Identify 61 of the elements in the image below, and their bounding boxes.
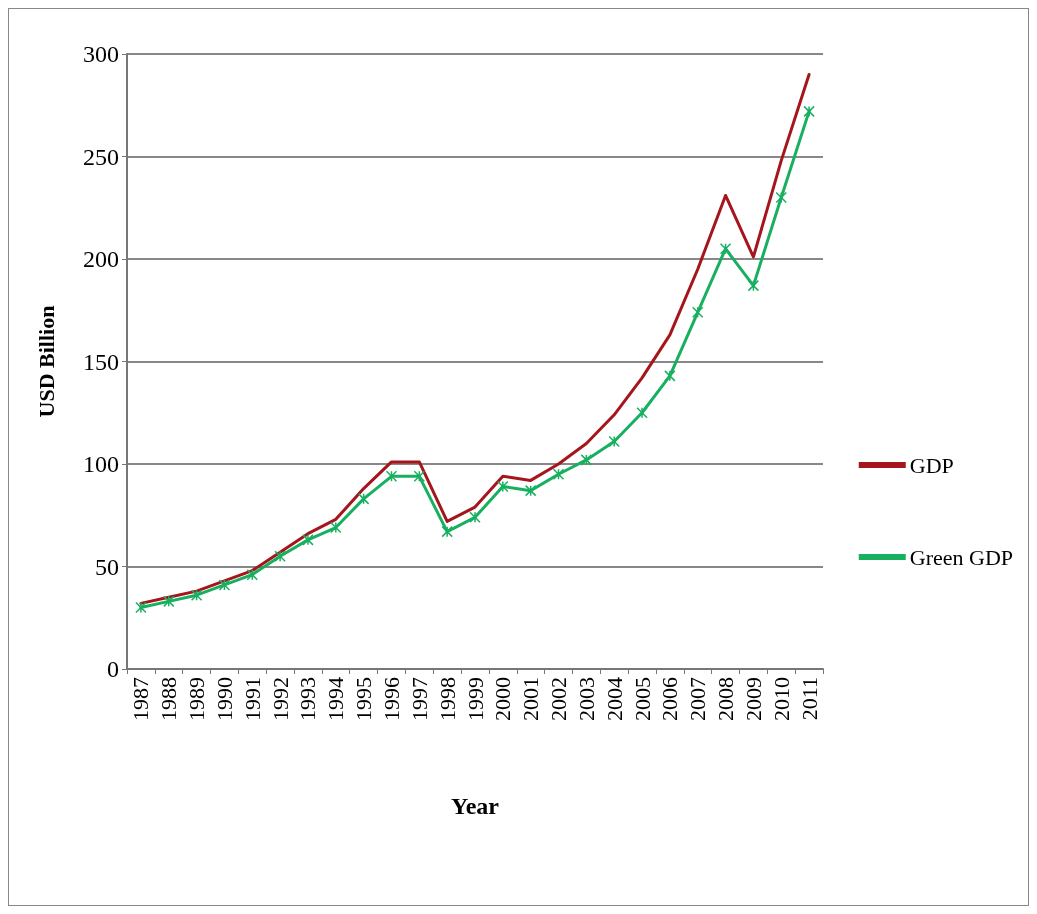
point <box>163 595 175 608</box>
x-tick-label: 1990 <box>211 677 237 721</box>
x-tick-label: 2003 <box>573 677 599 721</box>
x-tick-label: 1989 <box>184 677 210 721</box>
y-tick-label: 300 <box>83 41 119 67</box>
y-tick-label: 100 <box>83 451 119 477</box>
x-tick-label: 1987 <box>128 677 154 721</box>
y-tick-label: 150 <box>83 348 119 375</box>
x-tick-label: 2007 <box>685 677 711 721</box>
point <box>747 279 760 292</box>
y-tick-label: 0 <box>107 656 119 682</box>
point <box>135 601 147 614</box>
point <box>719 243 732 255</box>
x-tick-label: 2001 <box>518 677 544 721</box>
point <box>552 468 565 480</box>
y-tick-label: 50 <box>95 553 119 580</box>
x-tick-label: 1991 <box>239 677 265 721</box>
point <box>330 521 342 534</box>
x-tick-label: 1996 <box>378 677 404 721</box>
point <box>385 470 398 483</box>
x-tick-label: 1988 <box>156 677 182 721</box>
y-axis-title: USD Billion <box>33 305 59 418</box>
legend-label: GDP <box>909 452 954 478</box>
x-axis-title: Year <box>451 793 500 819</box>
point <box>190 589 203 601</box>
point <box>803 105 815 118</box>
point <box>441 525 453 538</box>
x-tick-label: 1994 <box>323 677 349 721</box>
x-tick-label: 1995 <box>351 677 377 721</box>
x-tick-label: 2004 <box>601 677 627 721</box>
y-tick-label: 200 <box>83 246 119 272</box>
point <box>524 484 537 497</box>
x-tick-label: 1997 <box>406 677 432 721</box>
x-tick-label: 2009 <box>740 677 766 721</box>
point <box>274 550 286 562</box>
x-tick-label: 1999 <box>462 677 488 721</box>
point <box>608 435 620 448</box>
x-tick-label: 1993 <box>295 677 321 721</box>
point <box>497 480 509 493</box>
point <box>357 493 370 505</box>
x-tick-label: 2000 <box>490 677 516 721</box>
point <box>775 191 787 204</box>
x-tick-label: 1998 <box>434 677 460 721</box>
point <box>218 579 231 591</box>
x-tick-label: 1992 <box>267 677 293 721</box>
x-tick-label: 2010 <box>768 677 794 721</box>
x-tick-label: 2011 <box>796 677 822 721</box>
x-tick-label: 2002 <box>546 677 572 721</box>
point <box>469 511 481 524</box>
legend-label: Green GDP <box>909 544 1014 570</box>
point <box>580 454 593 466</box>
point <box>246 568 259 581</box>
x-tick-label: 2005 <box>629 677 655 721</box>
point <box>636 407 648 419</box>
x-tick-label: 2008 <box>713 677 739 721</box>
x-tick-label: 2006 <box>657 677 683 721</box>
point <box>302 534 314 546</box>
point <box>691 306 704 319</box>
point <box>664 370 676 382</box>
point <box>413 470 426 483</box>
y-tick-label: 250 <box>83 143 119 170</box>
